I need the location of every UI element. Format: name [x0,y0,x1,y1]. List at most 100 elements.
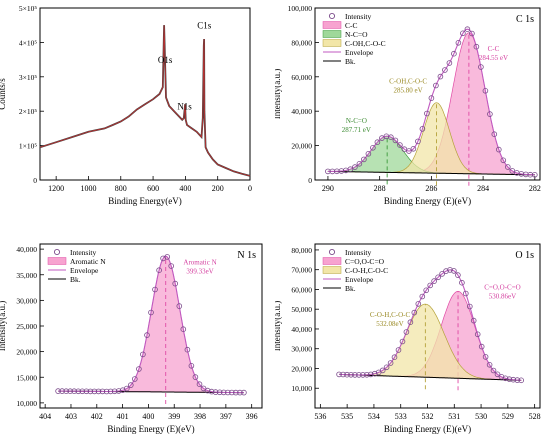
legend-swatch [322,30,342,38]
y-tick-label: 3×10⁵ [19,73,37,82]
intensity-point [196,381,203,388]
intensity-point [510,376,517,383]
y-tick-label: 70,000 [291,266,312,275]
chart-title: N 1s [237,250,256,261]
intensity-point [87,388,94,395]
y-tick-label: 30,000 [16,296,37,305]
intensity-point [107,388,114,395]
intensity-point [411,309,418,316]
intensity-point [478,343,485,350]
legend-swatch [322,21,342,29]
intensity-point [424,110,430,117]
intensity-point [407,319,414,325]
x-axis-label: Binding Energy (E)(eV) [384,424,471,434]
x-tick-label: 800 [115,184,127,193]
x-tick-label: 396 [246,412,258,421]
intensity-point [180,326,187,332]
intensity-point [496,146,502,153]
intensity-point [473,43,480,50]
y-tick-label: 80,000 [291,38,312,47]
intensity-point [371,370,378,377]
intensity-point [115,388,122,394]
intensity-point [509,168,516,174]
intensity-point [439,271,445,277]
x-tick-label: 401 [117,412,129,421]
intensity-point [225,389,231,396]
intensity-point [67,388,73,395]
x-tick-label: 397 [220,412,232,421]
intensity-point [469,30,475,37]
peak-annotation: C1s [197,21,212,31]
intensity-point [220,389,227,396]
intensity-point [360,372,366,378]
intensity-point [415,301,422,307]
intensity-point [463,290,469,297]
legend-swatch [322,39,342,47]
intensity-point [75,388,82,395]
y-tick-label: 40,000 [291,325,312,334]
background-line [327,170,535,176]
chart-title: C 1s [516,14,534,25]
intensity-point [435,274,441,281]
intensity-point [443,268,449,274]
intensity-point [397,142,403,148]
x-tick-label: 531 [448,412,460,421]
intensity-point [229,389,235,396]
x-tick-label: 0 [248,184,252,193]
peak-label: 399.33eV [186,268,213,276]
intensity-point [395,347,402,353]
intensity-point [172,280,179,287]
legend-label: C=O,O-C=O [345,257,385,266]
legend-swatch [322,257,342,265]
intensity-point [446,60,453,66]
plot-frame [314,7,541,181]
legend-label: Envelope [345,275,374,284]
intensity-point [467,303,473,310]
y-tick-label: 60,000 [291,285,312,294]
intensity-point [59,388,65,394]
intensity-point [91,388,98,395]
peak-component [339,303,522,381]
intensity-point [531,172,538,178]
intensity-point [399,338,406,345]
intensity-point [403,329,410,335]
intensity-point [490,367,497,374]
intensity-point [470,317,477,324]
intensity-point [419,126,426,132]
x-tick-label: 286 [425,184,437,193]
intensity-point [63,388,69,395]
intensity-point [216,389,223,396]
intensity-point [352,372,358,378]
intensity-point [148,309,154,316]
y-tick-label: 0 [308,176,312,185]
intensity-point [144,332,150,338]
intensity-point [447,267,453,273]
intensity-point [406,148,412,154]
y-tick-label: 15,000 [16,373,37,382]
peak-label: 285.80 eV [394,87,423,95]
x-tick-label: 600 [147,184,159,193]
legend-label: Intensity [345,12,371,21]
legend-swatch [47,257,67,265]
survey-spectrum [39,25,251,177]
plot-frame [39,7,251,181]
c1s-chart: 290 288 286 284 282 0 20,000 40,000 60,000 80,000… [275,4,541,206]
intensity-point [500,157,507,164]
survey-spectrum-fit [39,25,251,177]
legend-label: Intensity [345,248,371,257]
peak-label: Aromatic N [183,259,216,267]
intensity-point [176,303,183,309]
peak-label: 284.55 eV [479,54,508,62]
legend-label: Bk. [70,275,81,284]
intensity-point [391,354,398,361]
intensity-point [370,145,376,151]
y-tick-label: 40,000 [291,107,312,116]
survey-chart: 1200 1000 800 600 400 200 0 0 1×10⁵ 2×10⁵ 3×10⁵ 4×1… [0,4,252,206]
x-tick-label: 528 [529,412,541,421]
intensity-point [99,388,106,395]
intensity-point [482,88,489,94]
y-tick-label: 40,000 [16,245,37,254]
y-tick-label: 5×10⁵ [19,4,37,13]
x-tick-label: 400 [142,412,154,421]
intensity-point [388,134,394,141]
